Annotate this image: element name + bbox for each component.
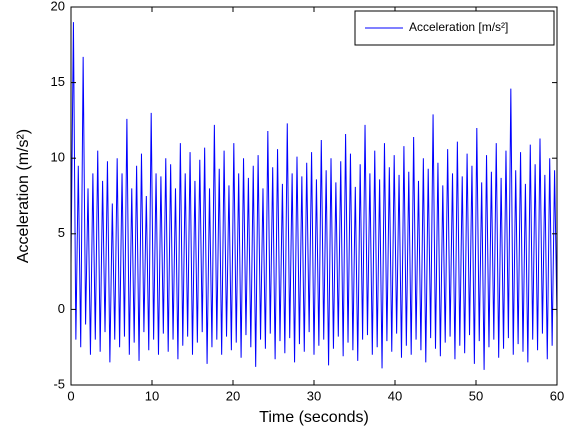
x-tick-label: 30	[307, 388, 321, 403]
y-tick-label: 10	[51, 150, 65, 165]
y-tick-label: 20	[51, 0, 65, 13]
y-tick-label: 0	[58, 301, 65, 316]
y-tick-label: 15	[51, 74, 65, 89]
x-tick-label: 40	[388, 388, 402, 403]
y-tick-label: 5	[58, 225, 65, 240]
x-tick-label: 20	[226, 388, 240, 403]
legend-label: Acceleration [m/s²]	[409, 20, 508, 34]
x-tick-label: 60	[550, 388, 564, 403]
y-axis-label: Acceleration (m/s²)	[15, 129, 32, 263]
x-axis-label: Time (seconds)	[259, 409, 369, 426]
data-line	[70, 22, 558, 370]
x-tick-label: 10	[145, 388, 159, 403]
y-tick-label: -5	[53, 376, 65, 391]
x-tick-label: 50	[469, 388, 483, 403]
x-tick-label: 0	[67, 388, 74, 403]
